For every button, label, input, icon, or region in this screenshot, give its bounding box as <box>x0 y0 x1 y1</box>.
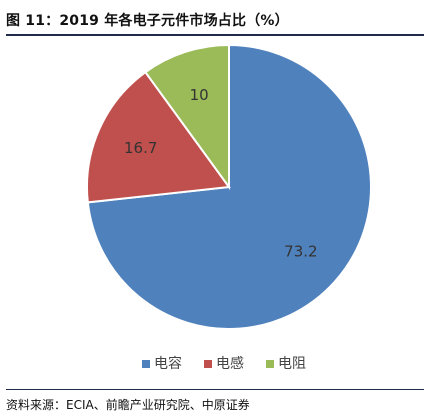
pie-slices <box>86 43 372 330</box>
source-note: 资料来源：ECIA、前瞻产业研究院、中原证券 <box>6 398 250 412</box>
footer-divider <box>6 389 424 390</box>
legend-swatch-电阻 <box>266 360 274 368</box>
legend-swatch-电容 <box>142 360 150 368</box>
pie-slice-电阻 <box>144 43 230 191</box>
data-label-电容: 73.2 <box>284 242 317 260</box>
title-divider <box>6 34 424 36</box>
legend-label-电感: 电感 <box>216 355 244 372</box>
chart-title: 图 11：2019 年各电子元件市场占比（%） <box>6 13 289 29</box>
data-label-电阻: 10 <box>190 86 209 104</box>
chart-legend: 电容 电感 电阻 <box>142 355 306 372</box>
legend-label-电阻: 电阻 <box>278 356 306 372</box>
pie-chart: 73.2 16.7 10 电容 电感 电阻 <box>86 43 372 372</box>
data-label-电感: 16.7 <box>124 139 157 157</box>
pie-data-labels: 73.2 16.7 10 <box>124 86 318 260</box>
legend-label-电容: 电容 <box>154 355 182 372</box>
pie-slice-电感 <box>86 70 231 204</box>
legend-swatch-电感 <box>204 360 212 368</box>
